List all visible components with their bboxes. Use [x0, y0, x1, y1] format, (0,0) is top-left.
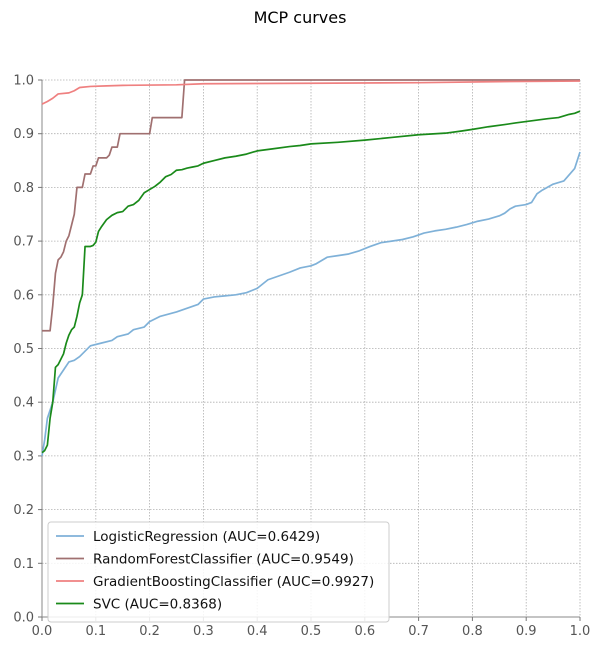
- series-lines: [41, 79, 581, 457]
- y-tick-label: 0.9: [13, 127, 34, 142]
- series-line-1: [42, 79, 580, 332]
- series-line-2: [41, 80, 581, 105]
- legend-box: [47, 521, 390, 623]
- y-axis-ticks: 0.0 0.1 0.2 0.3 0.4 0.5 0.6 0.7 0.8 0.9 1.0: [13, 74, 42, 626]
- x-tick-label: 1.0: [570, 624, 591, 639]
- y-tick-label: 0.7: [13, 235, 34, 250]
- y-tick-label: 0.3: [13, 449, 34, 464]
- x-axis-ticks: 0.0 0.1 0.2 0.3 0.4 0.5 0.6 0.7 0.8 0.9 1.0: [32, 617, 591, 639]
- x-tick-label: 0.7: [408, 624, 429, 639]
- x-tick-label: 0.6: [354, 624, 375, 639]
- y-tick-label: 0.8: [13, 181, 34, 196]
- legend-label: RandomForestClassifier (AUC=0.9549): [93, 552, 354, 568]
- x-tick-label: 0.3: [193, 624, 214, 639]
- x-tick-label: 0.4: [247, 624, 268, 639]
- x-tick-label: 0.2: [139, 624, 160, 639]
- series-line-3: [41, 110, 581, 454]
- y-tick-label: 0.5: [13, 342, 34, 357]
- chart-title: MCP curves: [254, 8, 347, 27]
- y-tick-label: 0.4: [13, 396, 34, 411]
- legend-label: LogisticRegression (AUC=0.6429): [93, 529, 320, 545]
- y-tick-label: 0.0: [13, 611, 34, 626]
- x-tick-label: 0.5: [301, 624, 322, 639]
- legend: LogisticRegression (AUC=0.6429) RandomFor…: [47, 521, 390, 623]
- legend-label: SVC (AUC=0.8368): [93, 597, 222, 613]
- x-tick-label: 0.1: [85, 624, 106, 639]
- series-line-0: [41, 151, 581, 457]
- x-tick-label: 0.8: [462, 624, 483, 639]
- y-tick-label: 1.0: [13, 74, 34, 89]
- y-tick-label: 0.6: [13, 288, 34, 303]
- x-tick-label: 0.0: [32, 624, 53, 639]
- x-tick-label: 0.9: [516, 624, 537, 639]
- y-tick-label: 0.1: [13, 557, 34, 572]
- y-tick-label: 0.2: [13, 503, 34, 518]
- legend-label: GradientBoostingClassifier (AUC=0.9927): [93, 574, 374, 590]
